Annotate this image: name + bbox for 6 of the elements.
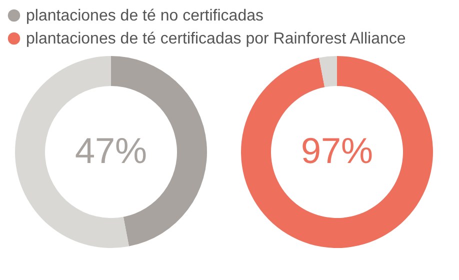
data-label: 97%	[300, 130, 374, 171]
donut-slice	[319, 56, 337, 88]
data-label: 47%	[74, 130, 148, 171]
legend-label: plantaciones de té no certificadas	[26, 8, 264, 24]
donut-slice	[241, 56, 433, 248]
legend-label: plantaciones de té certificadas por Rainforest Alliance	[26, 30, 406, 48]
